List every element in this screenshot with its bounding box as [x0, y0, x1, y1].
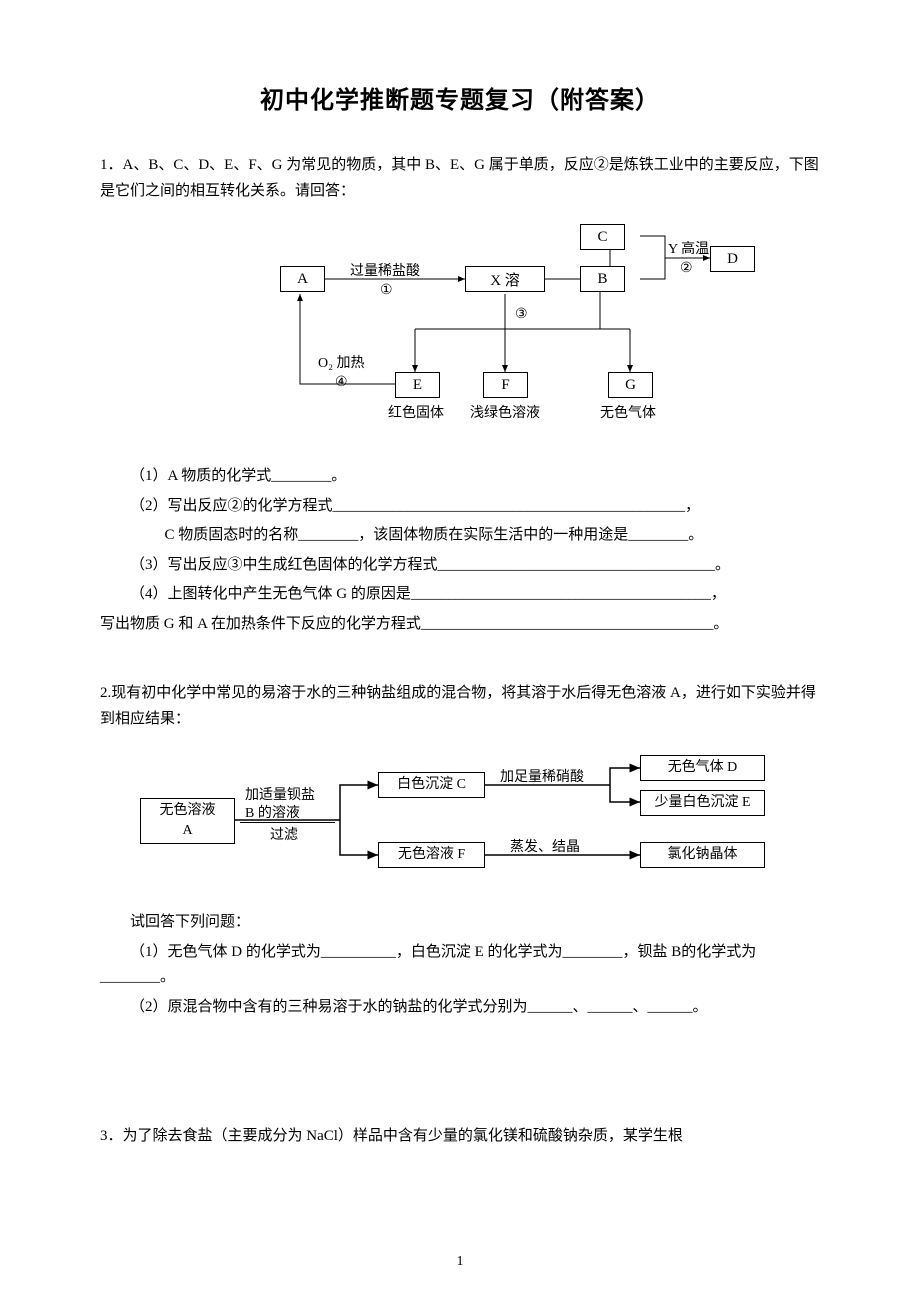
d1-box-d: D: [710, 246, 755, 272]
q2-intro: 试回答下列问题：: [100, 910, 820, 936]
d1-lbl-colorless: 无色气体: [600, 402, 656, 422]
d1-box-g: G: [608, 372, 653, 398]
d1-lbl-circ3: ③: [515, 306, 528, 323]
d1-lbl-red: 红色固体: [388, 402, 444, 422]
d2-lbl-ba1: 加适量钡盐: [245, 784, 315, 804]
d1-lbl-hcl: 过量稀盐酸: [350, 260, 420, 280]
d2-box-c: 白色沉淀 C: [378, 772, 485, 798]
d1-lbl-circ1: ①: [380, 282, 393, 299]
d2-lbl-evap: 蒸发、结晶: [510, 836, 580, 856]
d2-lbl-filter: 过滤: [270, 824, 298, 844]
page-number: 1: [0, 1254, 920, 1270]
page-title: 初中化学推断题专题复习（附答案）: [100, 80, 820, 115]
q1-prompt: 1．A、B、C、D、E、F、G 为常见的物质，其中 B、E、G 属于单质，反应②…: [100, 153, 820, 204]
d2-box-a: 无色溶液 A: [140, 798, 235, 844]
q2-diagram: 无色溶液 A 白色沉淀 C 无色溶液 F 无色气体 D 少量白色沉淀 E 氯化钠…: [140, 750, 780, 890]
q1-sub2b: C 物质固态时的名称________，该固体物质在实际生活中的一种用途是____…: [100, 523, 820, 549]
d1-lbl-circ2: ②: [680, 260, 693, 277]
d1-lbl-circ4: ④: [335, 374, 348, 391]
d2-lbl-ba2: B 的溶液: [245, 802, 300, 822]
d2-box-nacl: 氯化钠晶体: [640, 842, 765, 868]
d2-a-line2: A: [182, 821, 192, 841]
d1-box-f: F: [483, 372, 528, 398]
d1-box-x: X 溶: [465, 266, 545, 292]
q1-diagram: A X 溶 B C D E F G 过量稀盐酸 ① Y 高温 ② ③ O₂ 加热…: [100, 224, 820, 434]
q3-prompt: 3．为了除去食盐（主要成分为 NaCl）样品中含有少量的氯化镁和硫酸钠杂质，某学…: [100, 1124, 820, 1150]
q1-sub3: （3）写出反应③中生成红色固体的化学方程式___________________…: [100, 553, 820, 579]
q1-sub4b: 写出物质 G 和 A 在加热条件下反应的化学方程式_______________…: [100, 612, 820, 638]
d1-box-a: A: [280, 266, 325, 292]
q1-sub4a: （4）上图转化中产生无色气体 G 的原因是___________________…: [100, 582, 820, 608]
d1-lbl-green: 浅绿色溶液: [470, 402, 540, 422]
q2-sub2: （2）原混合物中含有的三种易溶于水的钠盐的化学式分别为______、______…: [100, 995, 820, 1021]
q1-sub2a: （2）写出反应②的化学方程式__________________________…: [100, 494, 820, 520]
q1-sub1: （1）A 物质的化学式________。: [100, 464, 820, 490]
d2-box-e: 少量白色沉淀 E: [640, 790, 765, 816]
d2-box-d: 无色气体 D: [640, 755, 765, 781]
d2-a-line1: 无色溶液: [160, 801, 216, 821]
d1-box-b: B: [580, 266, 625, 292]
d1-box-c: C: [580, 224, 625, 250]
q2-sub1: （1）无色气体 D 的化学式为__________，白色沉淀 E 的化学式为__…: [100, 940, 820, 991]
d1-box-e: E: [395, 372, 440, 398]
d1-lbl-y: Y 高温: [668, 238, 709, 258]
d2-box-f: 无色溶液 F: [378, 842, 485, 868]
d1-lbl-o2: O₂ 加热: [318, 352, 365, 372]
d2-lbl-hno3: 加足量稀硝酸: [500, 766, 584, 786]
q2-prompt: 2.现有初中化学中常见的易溶于水的三种钠盐组成的混合物，将其溶于水后得无色溶液 …: [100, 681, 820, 732]
